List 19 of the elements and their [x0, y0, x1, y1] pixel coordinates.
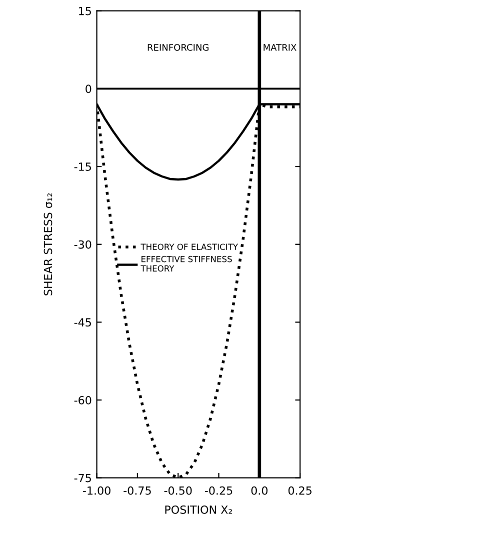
x-axis-title: POSITION X₂ — [165, 505, 232, 514]
annotation: REINFORCING — [148, 44, 208, 51]
y-tick-label: -45 — [74, 318, 91, 327]
x-tick-label: -1.00 — [82, 486, 110, 495]
y-tick-label: -30 — [74, 240, 92, 249]
x-tick-label: 0.25 — [288, 486, 312, 495]
y-tick-label: -75 — [74, 474, 91, 482]
y-tick-label: 0 — [86, 84, 92, 94]
y-tick-label: -60 — [74, 396, 92, 404]
x-tick-label: -0.25 — [204, 486, 232, 495]
y-axis-title: SHEAR STRESS σ₁₂ — [44, 193, 52, 296]
x-tick-label: -0.50 — [164, 486, 192, 495]
x-tick-label: 0.0 — [251, 486, 268, 495]
annotation: MATRIX — [264, 44, 296, 51]
y-tick-label: -15 — [74, 162, 91, 171]
y-tick-label: 15 — [79, 6, 91, 16]
legend-label: THEORY OF ELASTICITY — [140, 244, 238, 250]
legend-label: EFFECTIVE STIFFNESS THEORY — [140, 256, 232, 272]
x-tick-label: -0.75 — [124, 486, 151, 495]
